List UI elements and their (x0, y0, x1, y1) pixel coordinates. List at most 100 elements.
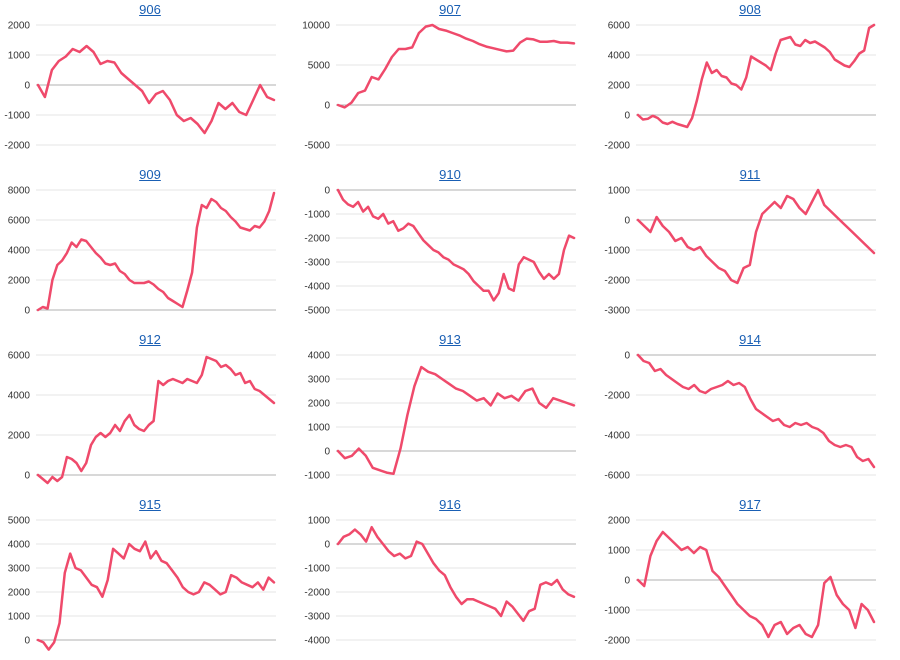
chart-title-link[interactable]: 908 (739, 2, 761, 17)
y-tick-label: 4000 (8, 540, 31, 551)
chart-plot: 0 -1000 -2000 -3000 -4000 -5000 (304, 186, 576, 317)
y-tick-label: 0 (624, 351, 630, 362)
y-tick-label: 0 (624, 576, 630, 587)
chart-title-link[interactable]: 911 (739, 167, 761, 182)
y-tick-label: 2000 (8, 431, 31, 442)
y-tick-label: 2000 (8, 588, 31, 599)
y-tick-label: 2000 (8, 276, 31, 287)
y-tick-label: 4000 (8, 391, 31, 402)
y-tick-label: -2000 (604, 141, 630, 152)
y-tick-label: -2000 (4, 141, 30, 152)
y-tick-label: 3000 (308, 375, 331, 386)
y-tick-label: -2000 (604, 636, 630, 647)
series-line (636, 353, 876, 469)
y-tick-label: -1000 (4, 111, 30, 122)
chart-plot: 5000 4000 3000 2000 1000 0 (8, 516, 276, 651)
chart-plot: 1000 0 -1000 -2000 -3000 (604, 186, 876, 317)
chart-panel-915: 5000 4000 3000 2000 1000 0 915 (0, 495, 300, 660)
chart-title-link[interactable]: 906 (139, 2, 161, 17)
y-tick-label: 1000 (8, 51, 31, 62)
series-line (36, 355, 276, 485)
chart-panel-908: 6000 4000 2000 0 -2000 908 (600, 0, 900, 165)
y-tick-label: 6000 (608, 21, 631, 32)
y-tick-label: 0 (24, 636, 30, 647)
y-tick-label: 2000 (608, 516, 631, 527)
y-tick-label: -1000 (604, 606, 630, 617)
y-tick-label: 4000 (608, 51, 631, 62)
series-line (636, 530, 876, 639)
y-tick-label: 0 (324, 540, 330, 551)
chart-plot: 2000 1000 0 -1000 -2000 (4, 21, 276, 152)
y-tick-label: 0 (324, 447, 330, 458)
y-tick-label: -6000 (604, 471, 630, 482)
y-tick-label: -3000 (304, 258, 330, 269)
chart-plot: 2000 1000 0 -1000 -2000 (604, 516, 876, 647)
y-tick-label: 1000 (8, 612, 31, 623)
chart-title-link[interactable]: 914 (739, 332, 761, 347)
series-line (36, 44, 276, 135)
y-tick-label: -2000 (304, 588, 330, 599)
chart-panel-911: 1000 0 -1000 -2000 -3000 911 (600, 165, 900, 330)
chart-title-link[interactable]: 910 (439, 167, 461, 182)
y-tick-label: -3000 (604, 306, 630, 317)
y-tick-label: 1000 (308, 516, 331, 527)
y-tick-label: 0 (24, 471, 30, 482)
chart-title-link[interactable]: 917 (739, 497, 761, 512)
y-tick-label: 0 (24, 306, 30, 317)
chart-panel-916: 1000 0 -1000 -2000 -3000 -4000 916 (300, 495, 600, 660)
series-line (336, 188, 576, 302)
chart-panel-912: 6000 4000 2000 0 912 (0, 330, 300, 495)
y-tick-label: -4000 (304, 282, 330, 293)
series-line (636, 23, 876, 129)
y-tick-label: -3000 (304, 612, 330, 623)
y-tick-label: 6000 (8, 351, 31, 362)
y-tick-label: -2000 (604, 276, 630, 287)
chart-panel-914: 0 -2000 -4000 -6000 914 (600, 330, 900, 495)
y-tick-label: -2000 (304, 234, 330, 245)
chart-title-link[interactable]: 913 (439, 332, 461, 347)
y-tick-label: 1000 (608, 186, 631, 197)
y-tick-label: -1000 (304, 564, 330, 575)
y-tick-label: 0 (324, 101, 330, 112)
chart-plot: 10000 5000 0 -5000 (302, 21, 576, 152)
y-tick-label: 1000 (308, 423, 331, 434)
y-tick-label: -1000 (304, 210, 330, 221)
chart-title-link[interactable]: 915 (139, 497, 161, 512)
series-line (336, 365, 576, 476)
chart-panel-917: 2000 1000 0 -1000 -2000 917 (600, 495, 900, 660)
chart-panel-913: 4000 3000 2000 1000 0 -1000 913 (300, 330, 600, 495)
chart-title-link[interactable]: 907 (439, 2, 461, 17)
chart-panel-906: 2000 1000 0 -1000 -2000 906 (0, 0, 300, 165)
chart-plot: 6000 4000 2000 0 -2000 (604, 21, 876, 152)
y-tick-label: -2000 (604, 391, 630, 402)
chart-plot: 6000 4000 2000 0 (8, 351, 276, 485)
chart-plot: 8000 6000 4000 2000 0 (8, 186, 276, 317)
y-tick-label: 2000 (308, 399, 331, 410)
series-line (36, 540, 276, 651)
y-tick-label: -5000 (304, 141, 330, 152)
y-tick-label: 0 (24, 81, 30, 92)
series-line (36, 191, 276, 312)
y-tick-label: -5000 (304, 306, 330, 317)
chart-plot: 0 -2000 -4000 -6000 (604, 351, 876, 482)
y-tick-label: 8000 (8, 186, 31, 197)
y-tick-label: 10000 (302, 21, 330, 32)
chart-panel-910: 0 -1000 -2000 -3000 -4000 -5000 910 (300, 165, 600, 330)
y-tick-label: 0 (624, 216, 630, 227)
series-line (336, 525, 576, 623)
chart-title-link[interactable]: 912 (139, 332, 161, 347)
y-tick-label: -1000 (604, 246, 630, 257)
chart-title-link[interactable]: 916 (439, 497, 461, 512)
chart-plot: 1000 0 -1000 -2000 -3000 -4000 (304, 516, 576, 647)
chart-title-link[interactable]: 909 (139, 167, 161, 182)
series-line (636, 188, 876, 285)
y-tick-label: -4000 (304, 636, 330, 647)
chart-panel-907: 10000 5000 0 -5000 907 (300, 0, 600, 165)
chart-panel-909: 8000 6000 4000 2000 0 909 (0, 165, 300, 330)
y-tick-label: -1000 (304, 471, 330, 482)
y-tick-label: 1000 (608, 546, 631, 557)
y-tick-label: -4000 (604, 431, 630, 442)
y-tick-label: 5000 (308, 61, 331, 72)
y-tick-label: 4000 (8, 246, 31, 257)
y-tick-label: 3000 (8, 564, 31, 575)
